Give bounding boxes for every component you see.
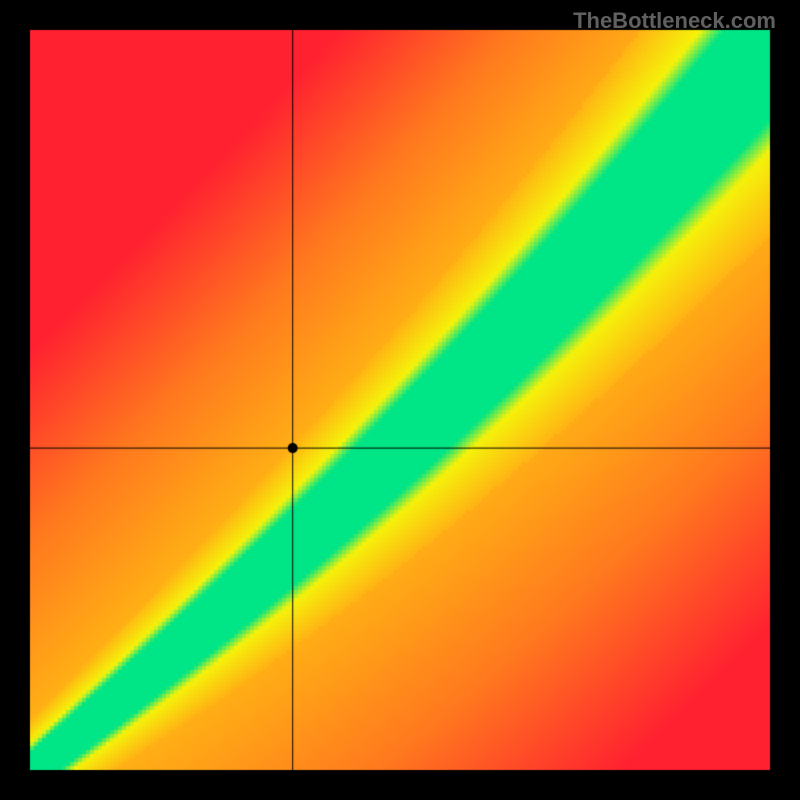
chart-container: TheBottleneck.com bbox=[0, 0, 800, 800]
watermark-text: TheBottleneck.com bbox=[573, 8, 776, 34]
bottleneck-heatmap bbox=[0, 0, 800, 800]
